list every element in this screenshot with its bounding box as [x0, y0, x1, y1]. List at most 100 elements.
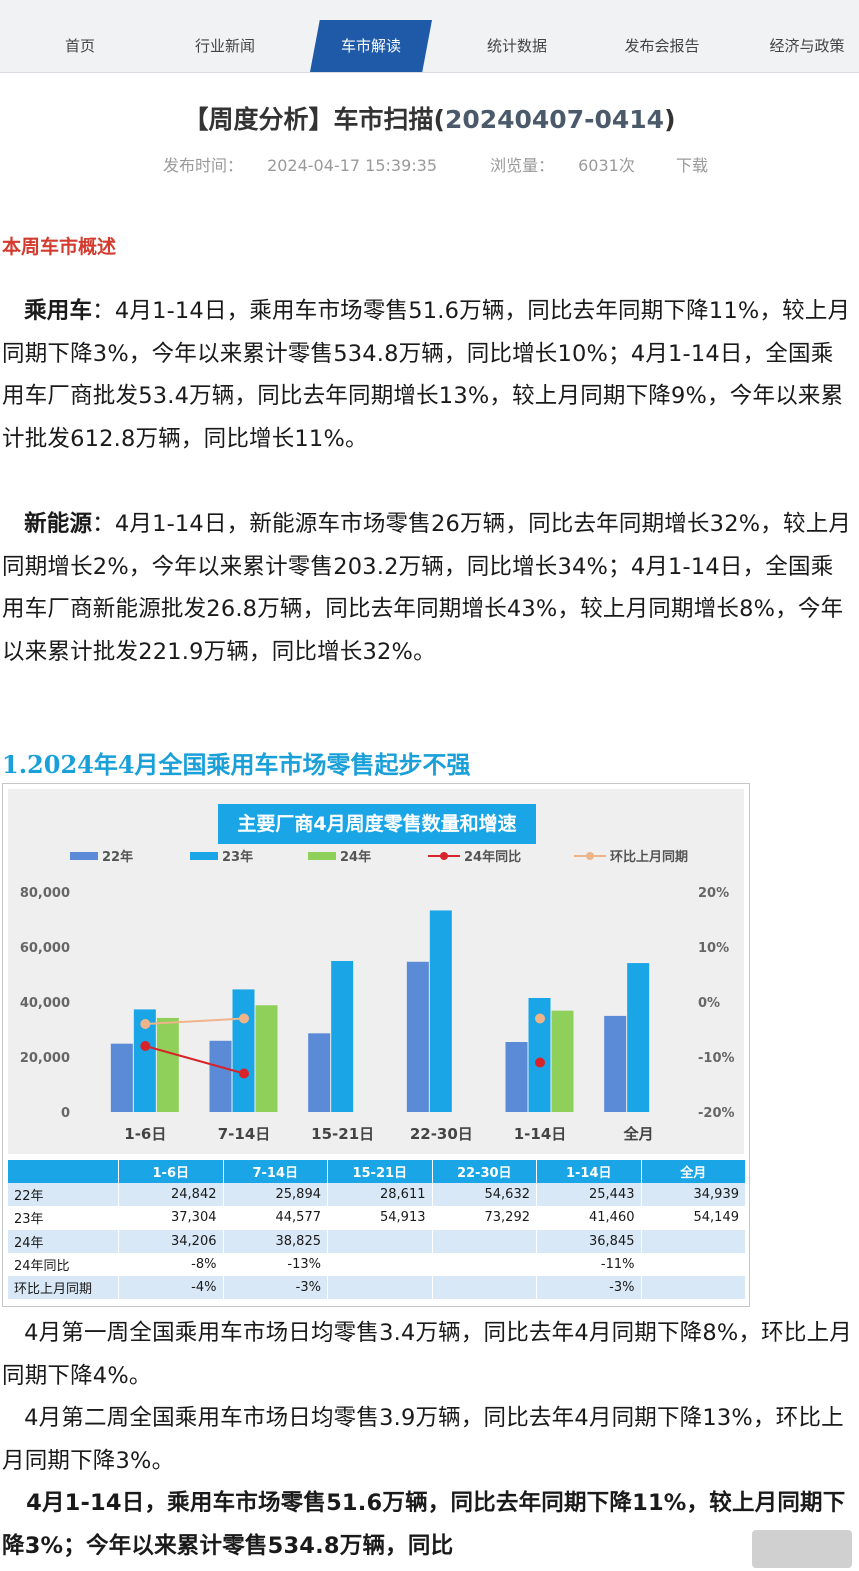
overview-paragraph-nev: 新能源：4月1-14日，新能源车市场零售26万辆，同比去年同期增长32%，较上月… [2, 503, 854, 673]
download-link[interactable]: 下载 [675, 156, 708, 175]
table-cell: -3% [536, 1275, 642, 1300]
table-cell: 54,632 [432, 1183, 537, 1207]
bar-24年 [156, 1017, 179, 1112]
tab-market-analysis[interactable]: 车市解读 [310, 20, 432, 72]
table-cell: 73,292 [432, 1206, 537, 1230]
bar-22年 [209, 1040, 232, 1112]
y-left-tick-label: 80,000 [20, 886, 70, 901]
chart-panel: 主要厂商4月周度零售数量和增速 0 20,000 40,000 60,000 80,00… [8, 789, 744, 1154]
legend-label: 23年 [222, 849, 253, 865]
table-cell: 54,913 [327, 1206, 433, 1230]
summary-week2: 4月第二周全国乘用车市场日均零售3.9万辆，同比去年4月同期下降13%，环比上月… [2, 1397, 854, 1482]
bar-24年 [551, 1010, 574, 1112]
bar-23年 [232, 989, 255, 1112]
summary-week1-text: 4月第一周全国乘用车市场日均零售3.4万辆，同比去年4月同期下降8%，环比上月同… [2, 1320, 852, 1389]
bar-23年 [429, 910, 452, 1112]
y-left-tick-label: 20,000 [20, 1051, 70, 1066]
table-row: 环比上月同期 -4% -3% -3% [8, 1275, 746, 1300]
nev-text: ：4月1-14日，新能源车市场零售26万辆，同比去年同期增长32%，较上月同期增… [2, 511, 852, 665]
table-cell [432, 1229, 537, 1253]
bar-22年 [308, 1033, 331, 1112]
table-row-label: 24年同比 [8, 1252, 119, 1276]
tab-statistics[interactable]: 统计数据 [486, 37, 547, 55]
y-right-tick-label: 20% [698, 886, 729, 901]
tab-home[interactable]: 首页 [64, 37, 95, 55]
chart-container: 主要厂商4月周度零售数量和增速 0 20,000 40,000 60,000 80,00… [2, 783, 750, 1307]
nev-label: 新能源 [24, 511, 93, 537]
table-cell: 36,845 [536, 1229, 642, 1253]
table-row-label: 22年 [8, 1183, 119, 1207]
table-cell: 34,939 [641, 1183, 746, 1207]
views-label: 浏览量： [490, 156, 555, 175]
overview-heading: 本周车市概述 [2, 236, 117, 258]
table-cell: 44,577 [223, 1206, 328, 1230]
watermark-badge [752, 1530, 852, 1568]
top-nav: 首页 行业新闻 车市解读 统计数据 发布会报告 经济与政策 [0, 0, 859, 73]
x-tick-label: 1-14日 [514, 1125, 567, 1143]
legend-label: 24年 [340, 849, 371, 865]
x-tick-label: 15-21日 [311, 1125, 374, 1143]
tab-press-reports[interactable]: 发布会报告 [624, 37, 700, 55]
point-24年同比 [535, 1057, 545, 1068]
tab-economy-policy[interactable]: 经济与政策 [769, 37, 845, 55]
table-cell: 37,304 [118, 1206, 224, 1230]
table-header-row: 1-6日 7-14日 15-21日 22-30日 1-14日 全月 [8, 1160, 746, 1184]
table-cell: -8% [118, 1252, 224, 1276]
x-tick-label: 全月 [623, 1125, 654, 1143]
data-table: 1-6日 7-14日 15-21日 22-30日 1-14日 全月 22年 24,… [8, 1160, 746, 1300]
table-cell: 25,443 [536, 1183, 642, 1207]
legend-swatch [70, 852, 98, 860]
legend-swatch [190, 852, 218, 860]
summary-week1: 4月第一周全国乘用车市场日均零售3.4万辆，同比去年4月同期下降8%，环比上月同… [2, 1312, 854, 1397]
table-row: 24年同比 -8% -13% -11% [8, 1252, 746, 1276]
table-cell: 41,460 [536, 1206, 642, 1230]
table-cell [327, 1275, 433, 1300]
passenger-text: ：4月1-14日，乘用车市场零售51.6万辆，同比去年同期下降11%，较上月同期… [2, 298, 851, 452]
y-right-tick-label: 0% [698, 996, 720, 1011]
table-row: 23年 37,304 44,577 54,913 73,292 41,460 54,149 [8, 1206, 746, 1230]
x-tick-label: 1-6日 [124, 1125, 166, 1143]
y-right-tick-label: 10% [698, 941, 729, 956]
x-tick-label: 7-14日 [218, 1125, 271, 1143]
point-24年同比 [140, 1041, 151, 1051]
point-环比上月同期 [239, 1013, 249, 1024]
table-cell: 38,825 [223, 1229, 328, 1253]
point-24年同比 [239, 1068, 249, 1079]
table-cell: 34,206 [118, 1229, 224, 1253]
table-cell [432, 1275, 537, 1300]
title-suffix: ) [664, 105, 676, 134]
y-left-tick-label: 60,000 [20, 941, 70, 956]
section-1-heading: 1.2024年4月全国乘用车市场零售起步不强 [2, 750, 471, 779]
article-meta: 发布时间： 2024-04-17 15:39:35 浏览量： 6031次 下载 [0, 152, 859, 176]
table-header-cell: 全月 [641, 1160, 746, 1184]
bar-23年 [331, 960, 354, 1112]
y-right-tick-label: -20% [698, 1106, 735, 1121]
x-tick-label: 22-30日 [410, 1125, 473, 1143]
table-header-cell [8, 1160, 119, 1184]
tab-industry-news[interactable]: 行业新闻 [194, 37, 255, 55]
bar-23年 [528, 997, 551, 1112]
table-row-label: 环比上月同期 [8, 1275, 119, 1300]
page-title: 【周度分析】车市扫描(20240407-0414) [0, 100, 859, 136]
table-cell [327, 1229, 433, 1253]
table-cell: -13% [223, 1252, 328, 1276]
summary-week2-text: 4月第二周全国乘用车市场日均零售3.9万辆，同比去年4月同期下降13%，环比上月… [2, 1405, 844, 1474]
table-cell [641, 1252, 746, 1276]
line-环比上月同期 [145, 1017, 245, 1025]
bar-22年 [406, 961, 429, 1112]
overview-paragraph-passenger: 乘用车：4月1-14日，乘用车市场零售51.6万辆，同比去年同期下降11%，较上… [2, 290, 854, 460]
table-cell: -3% [223, 1275, 328, 1300]
table-row: 22年 24,842 25,894 28,611 54,632 25,443 34,939 [8, 1183, 746, 1207]
table-row-label: 23年 [8, 1206, 119, 1230]
table-cell: -11% [536, 1252, 642, 1276]
y-left-tick-label: 40,000 [20, 996, 70, 1011]
table-row-label: 24年 [8, 1229, 119, 1253]
bar-22年 [110, 1043, 133, 1112]
views-count: 6031次 [578, 156, 635, 175]
summary-total-text: 4月1-14日，乘用车市场零售51.6万辆，同比去年同期下降11%，较上月同期下… [2, 1490, 846, 1559]
legend-label: 24年同比 [464, 849, 521, 865]
table-cell [641, 1275, 746, 1300]
chart-svg: 0 20,000 40,000 60,000 80,000 -20% -10% 0% 10% 20… [20, 849, 735, 1143]
point-环比上月同期 [535, 1013, 545, 1024]
table-header-cell: 1-14日 [536, 1160, 642, 1184]
